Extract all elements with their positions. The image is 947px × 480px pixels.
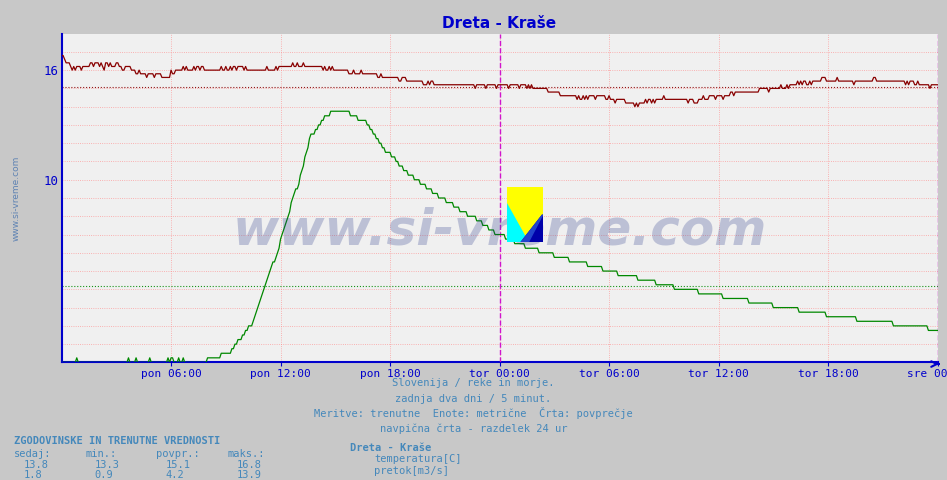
Text: Meritve: trenutne  Enote: metrične  Črta: povprečje: Meritve: trenutne Enote: metrične Črta: …	[314, 407, 633, 419]
Text: ZGODOVINSKE IN TRENUTNE VREDNOSTI: ZGODOVINSKE IN TRENUTNE VREDNOSTI	[14, 436, 221, 446]
Text: Dreta - Kraše: Dreta - Kraše	[350, 443, 432, 453]
Polygon shape	[507, 204, 528, 242]
Text: sedaj:: sedaj:	[14, 449, 52, 459]
Text: 1.8: 1.8	[24, 470, 43, 480]
Text: pretok[m3/s]: pretok[m3/s]	[374, 466, 449, 476]
Text: temperatura[C]: temperatura[C]	[374, 454, 461, 464]
Text: 13.8: 13.8	[24, 460, 48, 470]
Polygon shape	[521, 215, 543, 242]
Text: min.:: min.:	[85, 449, 116, 459]
Title: Dreta - Kraše: Dreta - Kraše	[442, 16, 557, 31]
Text: Slovenija / reke in morje.: Slovenija / reke in morje.	[392, 378, 555, 388]
Text: navpična črta - razdelek 24 ur: navpična črta - razdelek 24 ur	[380, 424, 567, 434]
Text: 16.8: 16.8	[237, 460, 261, 470]
Text: 4.2: 4.2	[166, 470, 185, 480]
Text: www.si-vreme.com: www.si-vreme.com	[11, 156, 21, 240]
Text: povpr.:: povpr.:	[156, 449, 200, 459]
Text: 15.1: 15.1	[166, 460, 190, 470]
Text: 0.9: 0.9	[95, 470, 114, 480]
Text: www.si-vreme.com: www.si-vreme.com	[232, 207, 767, 255]
Text: zadnja dva dni / 5 minut.: zadnja dva dni / 5 minut.	[396, 394, 551, 404]
Text: 13.3: 13.3	[95, 460, 119, 470]
Polygon shape	[521, 215, 543, 242]
Text: 13.9: 13.9	[237, 470, 261, 480]
Text: maks.:: maks.:	[227, 449, 265, 459]
